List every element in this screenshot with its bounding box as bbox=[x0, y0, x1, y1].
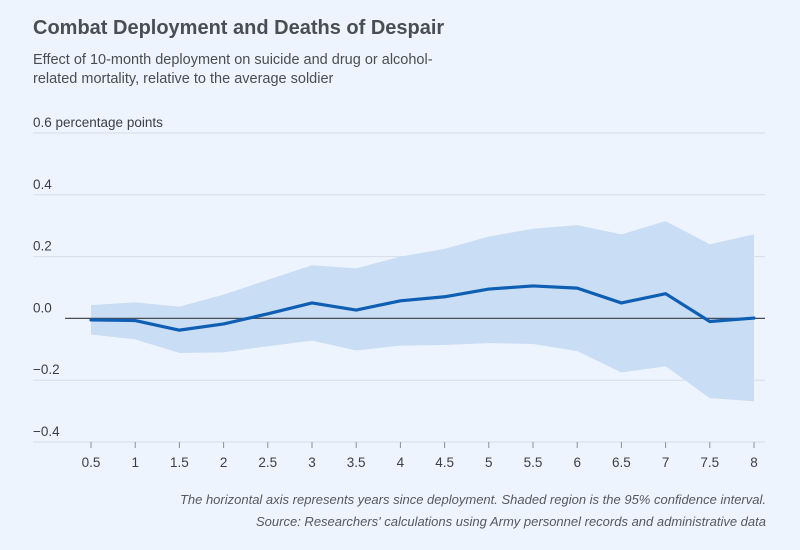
x-axis-labels: 0.5 1 1.5 2 2.5 3 3.5 4 4.5 5 5.5 6 6.5 7 7.5 8 bbox=[82, 442, 758, 470]
x-tick-label: 4.5 bbox=[435, 455, 454, 470]
x-tick-label: 3.5 bbox=[347, 455, 366, 470]
axis-note: The horizontal axis represents years sin… bbox=[179, 492, 766, 507]
source-note: Source: Researchers' calculations using … bbox=[256, 514, 766, 529]
confidence-band bbox=[91, 221, 754, 402]
x-tick-label: 1 bbox=[131, 455, 139, 470]
gridlines bbox=[33, 132, 765, 443]
y-tick-label: 0.0 bbox=[33, 300, 52, 315]
x-tick-label: 2 bbox=[220, 455, 228, 470]
x-tick-label: 3 bbox=[308, 455, 316, 470]
series-group bbox=[89, 284, 756, 332]
chart-subtitle: Effect of 10-month deployment on suicide… bbox=[33, 52, 433, 87]
y-axis-labels: 0.6 percentage points 0.4 0.2 0.0 −0.2 −0.4 bbox=[33, 115, 163, 439]
line-chart: 0.6 percentage points 0.4 0.2 0.0 −0.2 −0.4 0… bbox=[33, 115, 765, 470]
x-tick-label: 4 bbox=[397, 455, 405, 470]
x-tick-label: 1.5 bbox=[170, 455, 189, 470]
x-tick-label: 7 bbox=[662, 455, 670, 470]
y-tick-label: −0.4 bbox=[33, 424, 60, 439]
x-tick-label: 5 bbox=[485, 455, 493, 470]
y-tick-label: 0.6 percentage points bbox=[33, 115, 163, 130]
y-tick-label: 0.2 bbox=[33, 239, 52, 254]
x-tick-label: 6.5 bbox=[612, 455, 631, 470]
x-tick-label: 7.5 bbox=[700, 455, 719, 470]
y-tick-label: −0.2 bbox=[33, 362, 60, 377]
chart-title: Combat Deployment and Deaths of Despair bbox=[33, 17, 445, 39]
confidence-band-group bbox=[91, 221, 754, 402]
x-tick-label: 8 bbox=[750, 455, 758, 470]
x-tick-label: 2.5 bbox=[258, 455, 277, 470]
x-tick-label: 6 bbox=[573, 455, 581, 470]
series-line-estimate bbox=[89, 284, 756, 332]
y-tick-label: 0.4 bbox=[33, 177, 52, 192]
x-tick-label: 5.5 bbox=[524, 455, 543, 470]
x-tick-label: 0.5 bbox=[82, 455, 101, 470]
